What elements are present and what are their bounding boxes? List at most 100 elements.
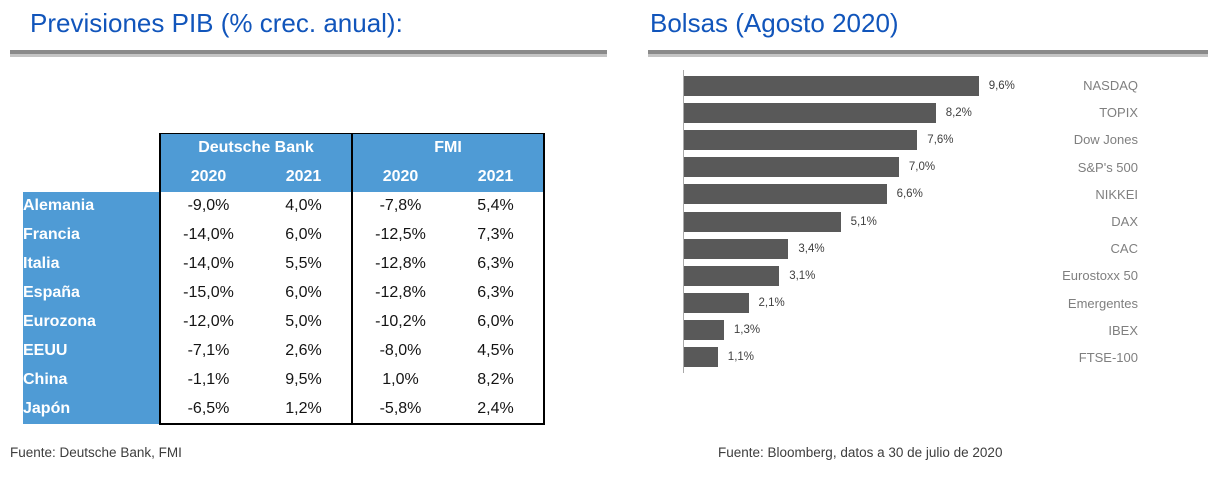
table-row: EEUU -7,1% 2,6% -8,0% 4,5% [23,336,545,366]
gdp-forecast-title: Previsiones PIB (% crec. anual): [30,8,403,38]
country-label: Japón [23,394,160,424]
bar-row: 5,1% [684,208,1015,235]
year-header: 2020 [159,162,256,192]
country-label: Alemania [23,191,160,221]
bar-row: 3,4% [684,235,1015,262]
category-label: FTSE-100 [1078,349,1138,365]
forecast-value-cell: -12,0% [159,307,256,337]
table-corner-cell [23,162,160,192]
bar-row: 8,2% [684,99,1015,126]
bar-chart-category-labels: NASDAQ TOPIX Dow Jones S&P's 500 NIKKEI DAX CA… [950,72,1138,371]
forecast-value-cell: -14,0% [159,249,256,279]
bar-value-label: 9,6% [988,79,1015,92]
year-header: 2021 [448,162,545,192]
forecast-value-cell: 9,5% [256,365,353,395]
forecast-value-cell: 4,5% [448,336,545,366]
bar-chart-axis-line [683,70,684,373]
forecast-value-cell: 4,0% [256,191,353,221]
category-label: CAC [1110,241,1138,257]
bar-row: 1,1% [684,344,1015,371]
left-title-underline [10,50,607,57]
category-label: S&P's 500 [1077,159,1138,175]
forecast-value-cell: -8,0% [352,336,448,366]
left-source-note: Fuente: Deutsche Bank, FMI [10,445,182,460]
table-row: Japón -6,5% 1,2% -5,8% 2,4% [23,394,545,425]
category-label: NASDAQ [1083,78,1138,93]
stock-markets-title: Bolsas (Agosto 2020) [650,8,899,38]
forecast-value-cell: 5,4% [448,191,545,221]
country-label: EEUU [23,336,160,366]
table-row: Eurozona -12,0% 5,0% -10,2% 6,0% [23,307,545,337]
forecast-value-cell: -14,0% [159,220,256,250]
right-title-underline [648,50,1208,57]
forecast-value-cell: -12,8% [352,249,448,279]
bar-value-label: 7,0% [908,161,936,174]
country-label: Italia [23,249,160,279]
forecast-value-cell: -12,5% [352,220,448,250]
table-year-header-row: 2020 2021 2020 2021 [23,162,545,192]
bar-value-label: 3,1% [789,269,816,282]
forecast-value-cell: -6,5% [159,394,256,425]
forecast-value-cell: 7,3% [448,220,545,250]
forecast-value-cell: -10,2% [352,307,448,337]
table-row: Francia -14,0% 6,0% -12,5% 7,3% [23,220,545,250]
bar-row: 7,6% [684,126,1015,153]
bar-value-label: 3,4% [798,242,825,255]
table-group-header-row: Deutsche Bank FMI [23,133,545,163]
column-group-deutsche-bank: Deutsche Bank [159,133,353,163]
bar-row: 6,6% [684,181,1015,208]
forecast-value-cell: -12,8% [352,278,448,308]
category-label: Emergentes [1067,295,1138,311]
bar-dow-jones [684,129,918,150]
forecast-value-cell: -1,1% [159,365,256,395]
year-header: 2021 [256,162,353,192]
bar-row: 7,0% [684,154,1015,181]
bar-eurostoxx-50 [684,265,780,286]
bar-cac [684,238,789,259]
bar-row: 1,3% [684,317,1015,344]
table-row: China -1,1% 9,5% 1,0% 8,2% [23,365,545,395]
year-header: 2020 [352,162,448,192]
country-label: Francia [23,220,160,250]
bar-ibex [684,320,724,341]
stock-markets-bar-chart: 9,6% 8,2% 7,6% 7,0% 6,6% 5,1% 3,4% 3,1% 2,1% 1,3%… [684,72,1015,371]
category-label: TOPIX [1099,105,1138,121]
forecast-value-cell: 1,0% [352,365,448,395]
bar-row: 9,6% [684,72,1015,99]
bar-row: 3,1% [684,262,1015,289]
bar-row: 2,1% [684,290,1015,317]
category-label: DAX [1111,213,1138,229]
forecast-value-cell: -5,8% [352,394,448,425]
forecast-value-cell: 2,6% [256,336,353,366]
bar-nikkei [684,184,887,205]
forecast-value-cell: 6,3% [448,249,545,279]
country-label: España [23,278,160,308]
bar-ftse-100 [684,347,718,368]
bar-value-label: 7,6% [927,133,954,146]
forecast-value-cell: -7,1% [159,336,256,366]
forecast-value-cell: 6,0% [256,278,353,308]
bar-topix [684,102,936,123]
forecast-value-cell: -9,0% [159,191,256,221]
bar-value-label: 5,1% [850,215,877,228]
right-source-note: Fuente: Bloomberg, datos a 30 de julio d… [718,445,1003,460]
bar-value-label: 2,1% [758,297,785,310]
forecast-value-cell: -15,0% [159,278,256,308]
bar-dax [684,211,841,232]
forecast-value-cell: 5,0% [256,307,353,337]
forecast-value-cell: 2,4% [448,394,545,425]
category-label: Eurostoxx 50 [1062,268,1138,284]
bar-value-label: 8,2% [945,106,972,119]
table-corner-cell [23,133,160,163]
forecast-value-cell: 8,2% [448,365,545,395]
table-row: España -15,0% 6,0% -12,8% 6,3% [23,278,545,308]
country-label: Eurozona [23,307,160,337]
category-label: IBEX [1108,322,1138,338]
bar-value-label: 6,6% [896,188,923,201]
bar-value-label: 1,3% [733,324,761,337]
gdp-forecast-table: Deutsche Bank FMI 2020 2021 2020 2021 Al… [23,133,545,425]
bar-nasdaq [684,75,979,96]
bar-s-p-s-500 [684,157,899,178]
bar-value-label: 1,1% [727,351,755,364]
